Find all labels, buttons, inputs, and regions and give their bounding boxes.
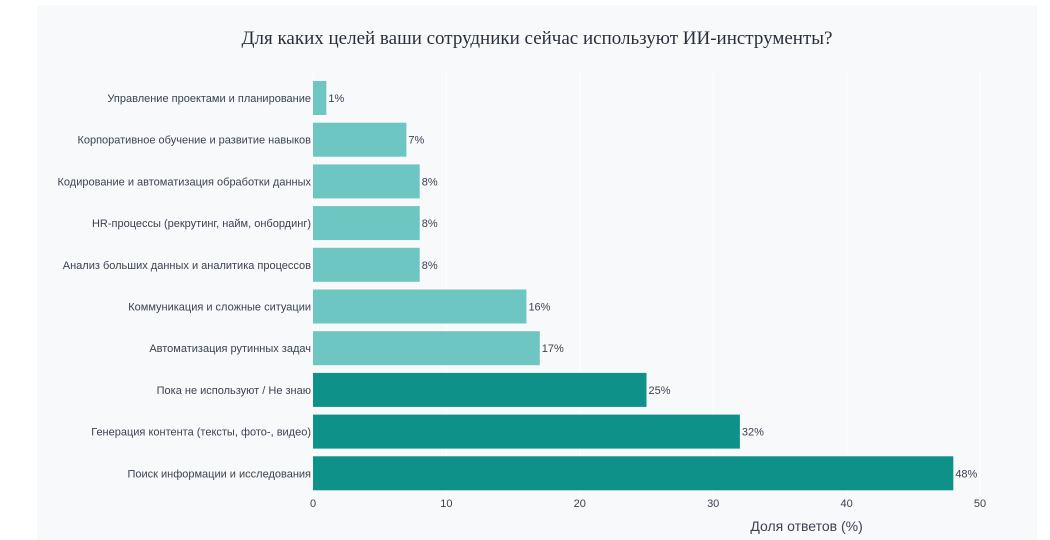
bar bbox=[313, 456, 954, 491]
category-label: Пока не используют / Не знаю bbox=[157, 385, 311, 397]
category-label: Управление проектами и планирование bbox=[107, 93, 311, 105]
bar bbox=[313, 122, 407, 157]
category-label: Кодирование и автоматизация обработки да… bbox=[58, 176, 312, 188]
bar bbox=[313, 331, 540, 366]
category-labels: Управление проектами и планирование Корпо… bbox=[58, 93, 312, 480]
category-label: Коммуникация и сложные ситуации bbox=[128, 302, 311, 314]
value-label: 32% bbox=[742, 427, 764, 439]
category-label: Корпоративное обучение и развитие навыко… bbox=[77, 135, 311, 147]
x-tick-label: 50 bbox=[974, 498, 986, 510]
x-axis-ticks: 0 10 20 30 40 50 bbox=[310, 498, 986, 510]
x-axis-title: Доля ответов (%) bbox=[750, 518, 862, 534]
value-label: 8% bbox=[422, 176, 438, 188]
bar bbox=[313, 81, 327, 115]
value-label: 25% bbox=[649, 385, 671, 397]
value-label: 16% bbox=[528, 302, 550, 314]
category-label: HR-процессы (рекрутинг, найм, онбординг) bbox=[92, 218, 311, 230]
x-tick-label: 40 bbox=[840, 498, 852, 510]
bar bbox=[313, 414, 740, 449]
value-label: 7% bbox=[408, 135, 424, 147]
value-label: 48% bbox=[955, 468, 977, 480]
value-label: 8% bbox=[422, 260, 438, 272]
bar bbox=[313, 372, 647, 407]
value-label: 8% bbox=[422, 218, 438, 230]
chart-title: Для каких целей ваши сотрудники сейчас и… bbox=[241, 28, 833, 49]
value-labels: 1% 7% 8% 8% 8% 16% 17% 25% 32% 48% bbox=[328, 93, 977, 480]
category-label: Автоматизация рутинных задач bbox=[149, 343, 311, 355]
bar bbox=[313, 289, 527, 324]
bar bbox=[313, 164, 420, 199]
category-label: Поиск информации и исследования bbox=[127, 468, 311, 480]
x-tick-label: 30 bbox=[707, 498, 719, 510]
category-label: Генерация контента (тексты, фото-, видео… bbox=[91, 427, 311, 439]
x-tick-label: 20 bbox=[574, 498, 586, 510]
bar bbox=[313, 206, 420, 241]
chart-panel bbox=[37, 5, 1037, 540]
category-label: Анализ больших данных и аналитика процес… bbox=[63, 260, 311, 272]
value-label: 1% bbox=[328, 93, 344, 105]
bars bbox=[313, 81, 954, 491]
x-tick-label: 10 bbox=[440, 498, 452, 510]
x-tick-label: 0 bbox=[310, 498, 316, 510]
bar bbox=[313, 247, 420, 282]
value-label: 17% bbox=[542, 343, 564, 355]
